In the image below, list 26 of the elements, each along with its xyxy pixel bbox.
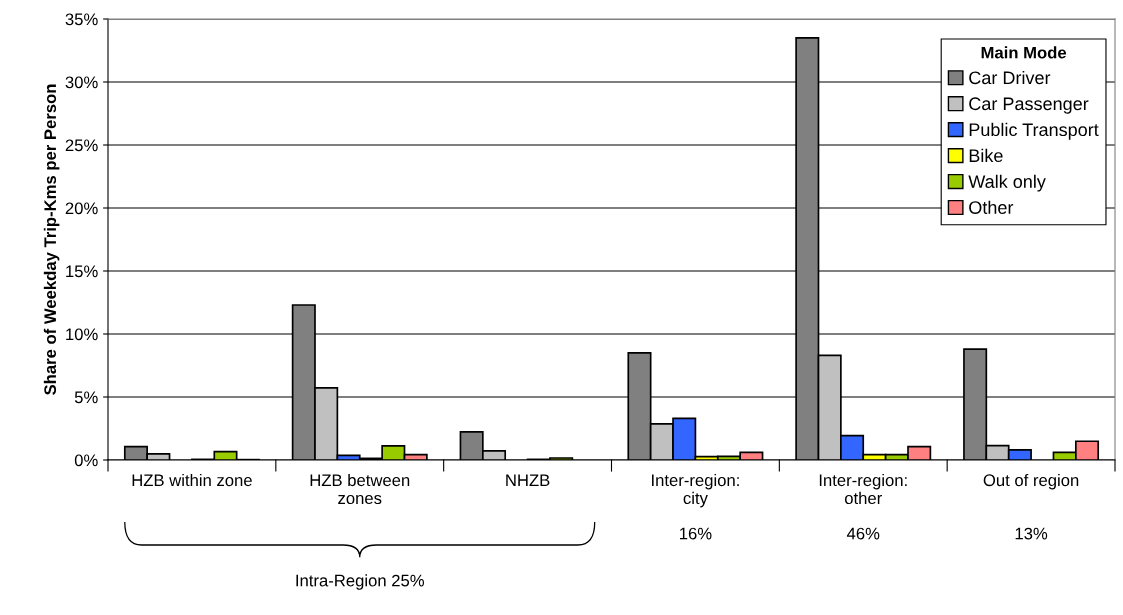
legend-label: Bike [969,148,1003,163]
y-tick-label: 0% [74,454,98,467]
x-tick-label: Out of region [983,473,1079,490]
y-tick-label: 15% [66,265,98,278]
y-tick-label: 30% [65,76,98,89]
y-tick-label: 20% [65,202,98,215]
legend-label: Car Passenger [969,97,1089,114]
legend-label: Walk only [968,174,1046,192]
x-tick-label: Inter-region: other [819,473,907,505]
text: 16% [680,527,712,540]
y-tick-label: 25% [65,139,98,152]
text: 46% [846,527,880,540]
legend-label: Other [969,200,1014,214]
legend-label: Public Transport [969,122,1099,140]
y-tick-label: 10% [66,328,98,341]
legend-label: Car Driver [969,70,1051,85]
legend-title: Main Mode [981,46,1067,59]
x-tick-label: NHZB [506,474,550,486]
y-tick-label: 35% [65,13,98,26]
y-tick-label: 5% [74,391,98,404]
x-tick-label: HZB within zone [132,473,252,487]
x-tick-label: HZB between zones [310,473,410,505]
text: Intra-Region 25% [296,574,425,590]
x-tick-label: Inter-region: city [652,473,739,508]
y-axis-title: Share of Weekday Trip-Kms per Person [43,84,60,395]
text: 13% [1015,527,1048,540]
